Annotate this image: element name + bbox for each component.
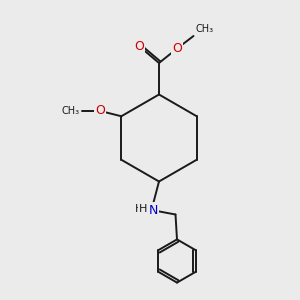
Text: O: O [135,40,144,53]
Text: H: H [139,204,147,214]
Text: H: H [135,203,143,214]
Text: O: O [172,42,182,55]
Text: H: H [146,205,154,215]
Text: CH₃: CH₃ [196,24,214,34]
Text: O: O [95,104,105,117]
Text: N: N [137,203,146,217]
Text: N: N [148,203,158,217]
Text: CH₃: CH₃ [61,106,79,116]
